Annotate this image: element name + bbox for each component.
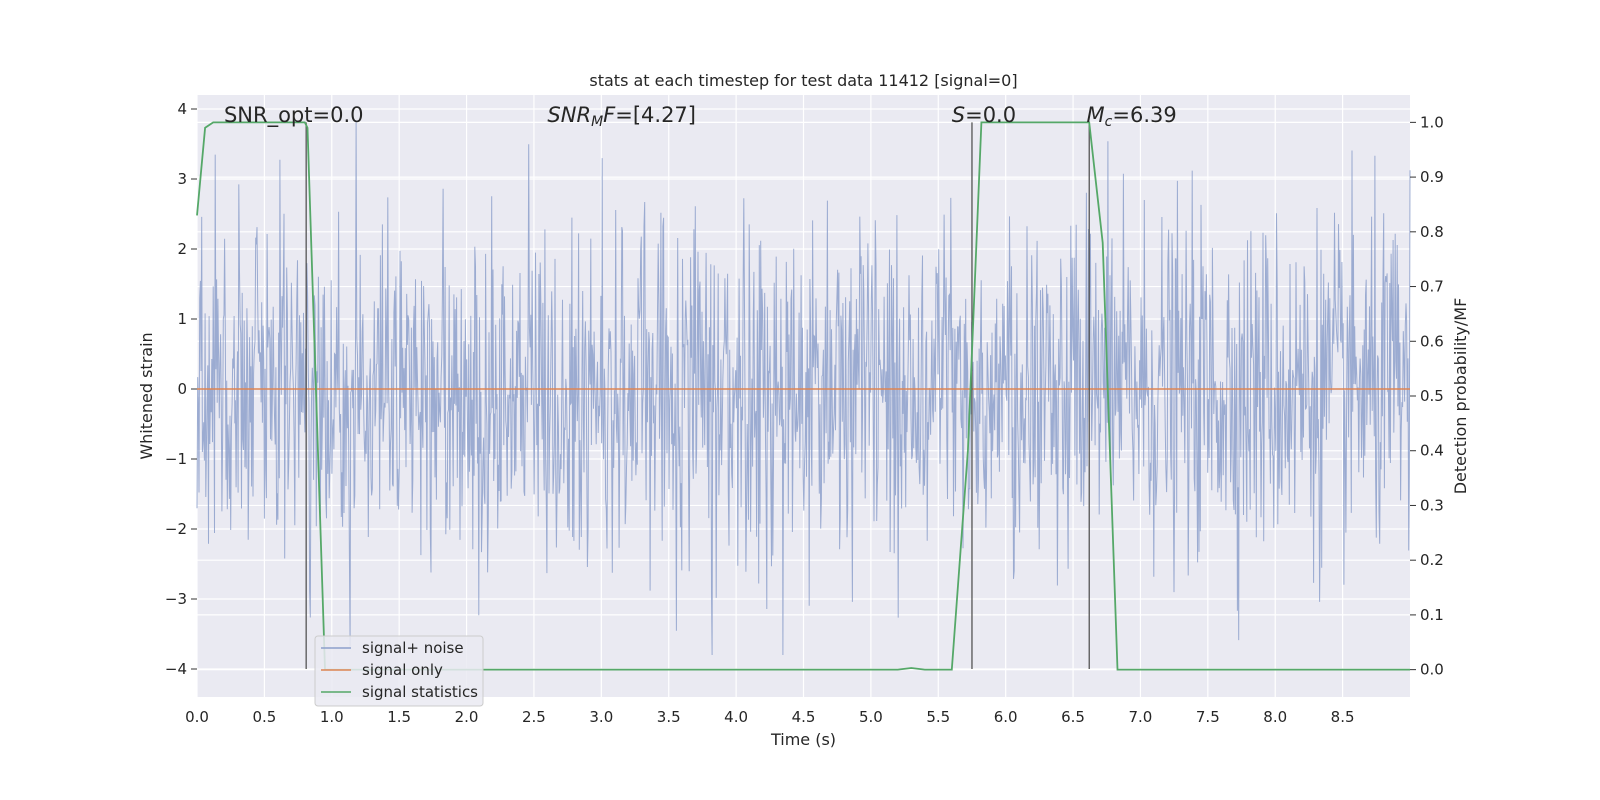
chart-title: stats at each timestep for test data 114… xyxy=(589,71,1017,90)
signal-noise-line xyxy=(196,122,1411,656)
x-tick-label: 4.5 xyxy=(792,708,816,726)
legend-label-signal-only: signal only xyxy=(362,661,443,679)
y2-axis-ticks: 1.0 0.9 0.8 0.7 0.6 0.5 0.4 0.3 0.2 0.1 0.0 xyxy=(1410,113,1444,679)
y-axis-ticks: 4 3 2 1 0 −1 −2 −3 −4 xyxy=(165,100,197,678)
signal-noise-series xyxy=(196,122,1411,656)
annotation-snr-opt: SNR_opt=0.0 xyxy=(224,103,364,128)
x-tick-label: 6.0 xyxy=(994,708,1018,726)
y2-tick-label: 0.4 xyxy=(1420,442,1444,460)
x-tick-label: 2.5 xyxy=(522,708,546,726)
legend: signal+ noise signal only signal statist… xyxy=(314,635,484,707)
x-tick-label: 7.5 xyxy=(1196,708,1220,726)
x-tick-label: 6.5 xyxy=(1061,708,1085,726)
y2-tick-label: 0.0 xyxy=(1420,661,1444,679)
y-tick-label: −2 xyxy=(165,520,187,538)
y2-tick-label: 0.8 xyxy=(1420,223,1444,241)
y2-tick-label: 0.6 xyxy=(1420,332,1444,350)
y2-tick-label: 0.7 xyxy=(1420,278,1444,296)
y2-tick-label: 0.3 xyxy=(1420,496,1444,514)
y-axis-label: Whitened strain xyxy=(137,332,156,459)
annotation-snr-mf: SNRMF=[4.27] xyxy=(547,103,696,130)
annotation-s: S=0.0 xyxy=(952,103,1016,127)
y-tick-label: 3 xyxy=(177,170,187,188)
grid xyxy=(196,95,1410,697)
y-tick-label: 4 xyxy=(177,100,187,118)
x-tick-label: 1.5 xyxy=(387,708,411,726)
signal-statistics-series xyxy=(196,121,1410,671)
y2-tick-label: 0.5 xyxy=(1420,387,1444,405)
y2-tick-label: 1.0 xyxy=(1420,113,1444,131)
y-tick-label: 0 xyxy=(177,380,187,398)
x-axis-ticks: 0.0 0.5 1.0 1.5 2.0 2.5 3.0 3.5 4.0 4.5 5.0 5.5 6.0 6… xyxy=(185,708,1354,726)
x-tick-label: 2.0 xyxy=(455,708,479,726)
y2-tick-label: 0.2 xyxy=(1420,551,1444,569)
x-tick-label: 3.0 xyxy=(589,708,613,726)
x-tick-label: 7.0 xyxy=(1129,708,1153,726)
y2-tick-label: 0.9 xyxy=(1420,168,1444,186)
x-tick-label: 4.0 xyxy=(724,708,748,726)
x-tick-label: 8.0 xyxy=(1263,708,1287,726)
y2-tick-label: 0.1 xyxy=(1420,606,1444,624)
x-tick-label: 3.5 xyxy=(657,708,681,726)
y-tick-label: 2 xyxy=(177,240,187,258)
y-tick-label: −4 xyxy=(165,660,187,678)
x-tick-label: 5.0 xyxy=(859,708,883,726)
x-tick-label: 8.5 xyxy=(1331,708,1355,726)
legend-label-signal-noise: signal+ noise xyxy=(362,639,464,657)
y-tick-label: 1 xyxy=(177,310,187,328)
y-tick-label: −3 xyxy=(165,590,187,608)
legend-box xyxy=(314,635,484,707)
y2-axis-label: Detection probability/MF xyxy=(1451,298,1470,495)
x-axis-label: Time (s) xyxy=(770,730,836,749)
x-tick-label: 0.0 xyxy=(185,708,209,726)
y-tick-label: −1 xyxy=(165,450,187,468)
signal-statistics-line xyxy=(196,121,1410,671)
x-tick-label: 1.0 xyxy=(320,708,344,726)
annotation-mc: Mc=6.39 xyxy=(1087,103,1177,130)
x-tick-label: 5.5 xyxy=(926,708,950,726)
x-tick-label: 0.5 xyxy=(252,708,276,726)
vertical-markers xyxy=(305,122,1090,669)
legend-label-signal-statistics: signal statistics xyxy=(362,683,478,701)
